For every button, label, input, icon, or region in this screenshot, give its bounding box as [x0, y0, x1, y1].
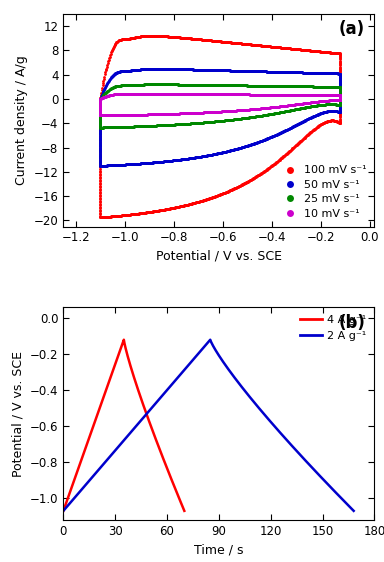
X-axis label: Potential / V vs. SCE: Potential / V vs. SCE [156, 250, 282, 263]
Y-axis label: Current density / A/g: Current density / A/g [15, 56, 28, 185]
Text: (b): (b) [338, 314, 365, 332]
Legend: 4 A g⁻¹, 2 A g⁻¹: 4 A g⁻¹, 2 A g⁻¹ [297, 313, 369, 343]
Legend: 100 mV s⁻¹, 50 mV s⁻¹, 25 mV s⁻¹, 10 mV s⁻¹: 100 mV s⁻¹, 50 mV s⁻¹, 25 mV s⁻¹, 10 mV … [276, 163, 369, 221]
Text: (a): (a) [339, 20, 365, 38]
X-axis label: Time / s: Time / s [194, 543, 243, 556]
Y-axis label: Potential / V vs. SCE: Potential / V vs. SCE [12, 351, 25, 477]
